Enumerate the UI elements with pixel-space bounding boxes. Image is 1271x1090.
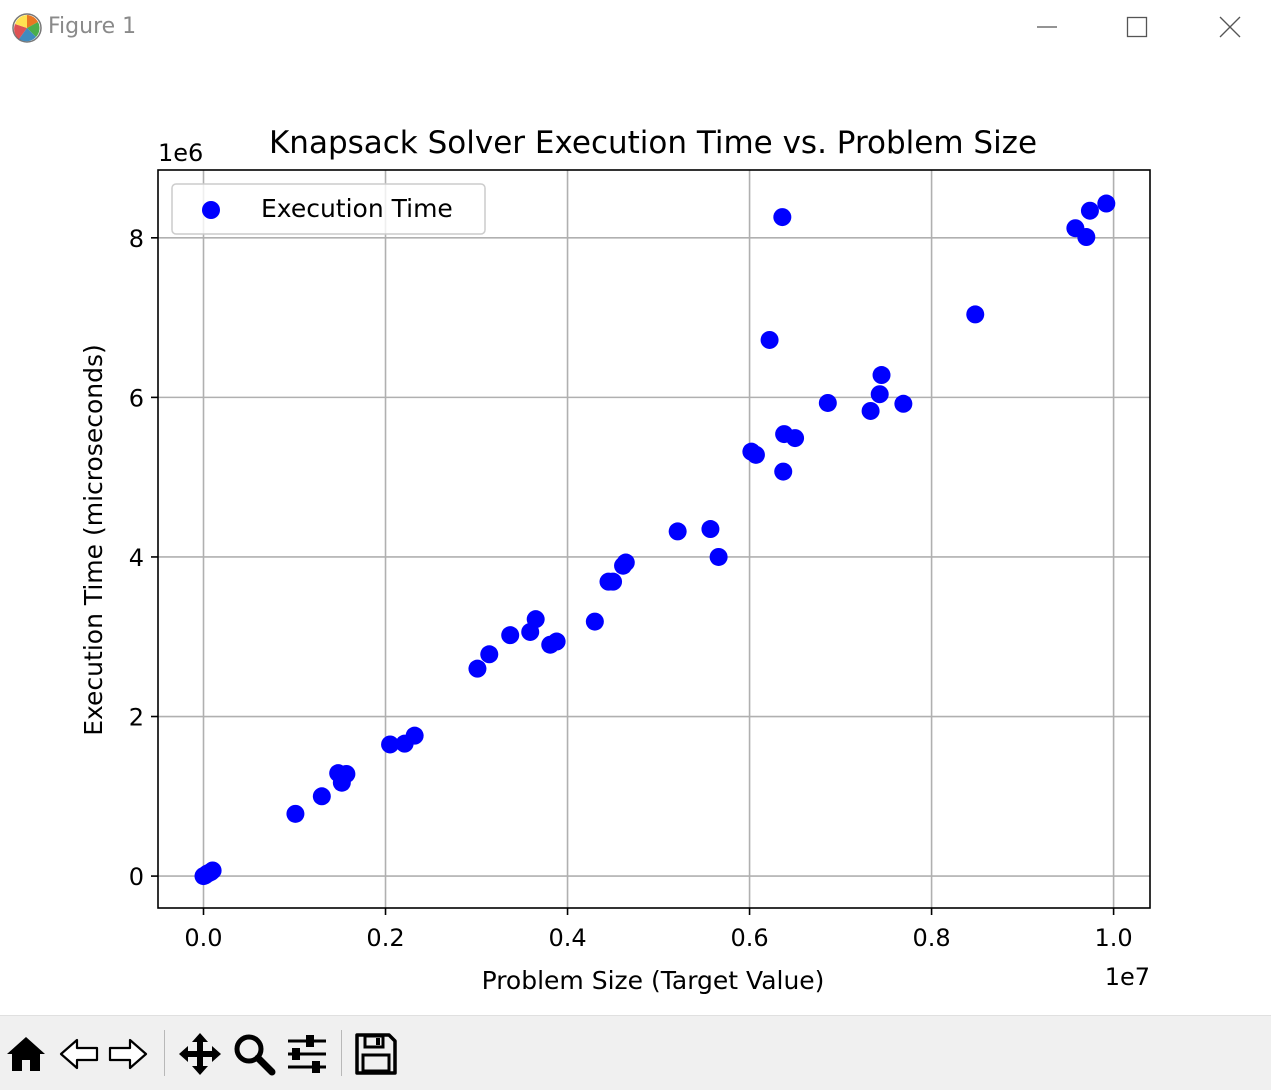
- data-point: [203, 861, 222, 880]
- legend-box: [171, 183, 486, 235]
- back-icon: [59, 1038, 99, 1070]
- legend-entry: Execution Time: [261, 194, 453, 223]
- window-title: Figure 1: [48, 14, 137, 39]
- data-point: [1080, 201, 1099, 220]
- figure-canvas[interactable]: 0.0 0.2 0.4 0.6 0.8 1.0 0 2 4 6 8 Knapsack Solver …: [0, 55, 1271, 1015]
- data-point: [1077, 228, 1096, 247]
- save-icon: [355, 1033, 397, 1075]
- data-point: [616, 553, 635, 572]
- pan-icon: [179, 1033, 221, 1075]
- zoom-button[interactable]: [230, 1030, 278, 1078]
- data-point: [746, 445, 765, 464]
- minimize-button[interactable]: [1024, 8, 1070, 46]
- data-point: [501, 626, 520, 645]
- title-bar[interactable]: Figure 1: [0, 0, 1271, 55]
- x-tick-label: 0.8: [912, 924, 950, 952]
- data-point: [701, 520, 720, 539]
- data-point: [381, 735, 400, 754]
- data-point: [861, 401, 880, 420]
- data-point: [773, 208, 792, 227]
- save-button[interactable]: [352, 1030, 400, 1078]
- legend-marker: [202, 201, 220, 219]
- data-point: [286, 804, 305, 823]
- y-axis-label: Execution Time (microseconds): [79, 344, 108, 736]
- y-tick-label: 2: [129, 704, 144, 732]
- data-point: [872, 366, 891, 385]
- data-point: [1097, 194, 1116, 213]
- data-point: [604, 572, 623, 591]
- x-axis-label: Problem Size (Target Value): [482, 966, 825, 995]
- data-point: [405, 726, 424, 745]
- data-point: [774, 462, 793, 481]
- home-icon: [7, 1037, 45, 1071]
- maximize-icon: [1126, 16, 1148, 38]
- y-tick-label: 8: [129, 225, 144, 253]
- home-button[interactable]: [2, 1030, 50, 1078]
- data-point: [818, 393, 837, 412]
- data-point: [547, 632, 566, 651]
- y-tick-label: 0: [129, 863, 144, 891]
- matplotlib-logo-icon: [12, 13, 42, 43]
- x-tick-label: 0.4: [548, 924, 586, 952]
- configure-icon: [288, 1035, 326, 1073]
- x-offset-label: 1e7: [1105, 963, 1150, 991]
- y-tick-label: 6: [129, 384, 144, 412]
- data-points: [194, 194, 1116, 886]
- forward-button[interactable]: [104, 1030, 152, 1078]
- axis-ticks: 0.0 0.2 0.4 0.6 0.8 1.0 0 2 4 6 8: [129, 225, 1133, 952]
- data-point: [337, 764, 356, 783]
- x-tick-label: 1.0: [1095, 924, 1133, 952]
- toolbar-separator: [341, 1030, 342, 1076]
- close-button[interactable]: [1207, 8, 1253, 46]
- navigation-toolbar: [0, 1015, 1271, 1090]
- data-point: [526, 610, 545, 629]
- chart-title: Knapsack Solver Execution Time vs. Probl…: [269, 125, 1037, 161]
- back-button[interactable]: [55, 1030, 103, 1078]
- zoom-icon: [234, 1034, 276, 1076]
- scatter-chart: 0.0 0.2 0.4 0.6 0.8 1.0 0 2 4 6 8 Knapsack Solver …: [79, 125, 1151, 995]
- data-point: [668, 522, 687, 541]
- data-point: [966, 305, 985, 324]
- y-tick-label: 4: [129, 544, 144, 572]
- close-icon: [1219, 16, 1241, 38]
- grid-lines: [158, 170, 1150, 908]
- data-point: [760, 330, 779, 349]
- x-tick-label: 0.6: [730, 924, 768, 952]
- toolbar-separator: [164, 1030, 165, 1076]
- maximize-button[interactable]: [1114, 8, 1160, 46]
- data-point: [709, 547, 728, 566]
- data-point: [480, 645, 499, 664]
- x-tick-label: 0.2: [366, 924, 404, 952]
- pan-button[interactable]: [176, 1030, 224, 1078]
- data-point: [585, 612, 604, 631]
- y-offset-label: 1e6: [158, 139, 203, 167]
- axes-frame: [157, 169, 1151, 909]
- configure-subplots-button[interactable]: [283, 1030, 331, 1078]
- minimize-icon: [1037, 26, 1057, 28]
- x-tick-label: 0.0: [184, 924, 222, 952]
- data-point: [894, 394, 913, 413]
- forward-icon: [108, 1038, 148, 1070]
- data-point: [870, 385, 889, 404]
- data-point: [468, 659, 487, 678]
- data-point: [786, 429, 805, 448]
- legend: Execution Time: [171, 183, 486, 235]
- data-point: [312, 787, 331, 806]
